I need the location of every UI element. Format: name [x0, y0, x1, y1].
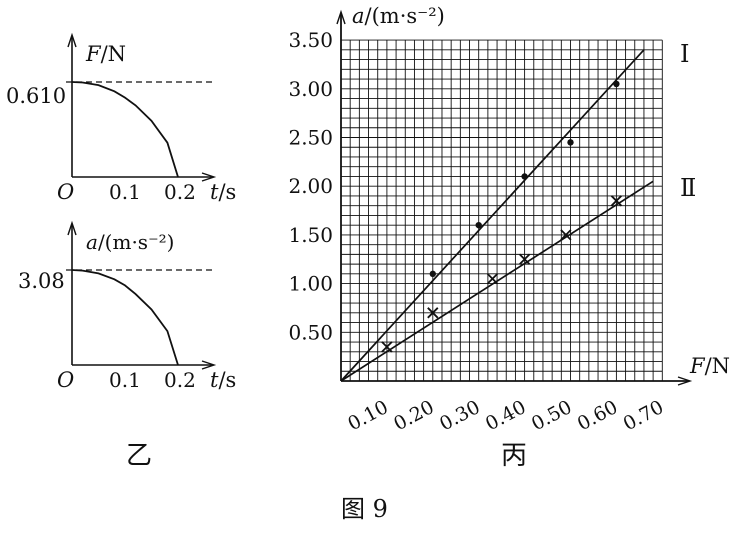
- yi-top-curve: [71, 81, 179, 178]
- fit-line-series-2: [340, 180, 654, 382]
- data-point-series-2: [381, 341, 393, 353]
- bing-y-arrow: [336, 9, 346, 25]
- y-tick-label: 1.00: [288, 272, 333, 296]
- data-point-series-2: [610, 195, 623, 207]
- bing-y-axis-label: a/(m·s⁻²): [352, 6, 445, 27]
- bing-y-symbol: a: [352, 4, 365, 28]
- yi-bottom-y-unit: /(m·s⁻²): [97, 230, 175, 254]
- data-point-series-1: [613, 80, 620, 88]
- data-point-series-1: [567, 139, 574, 146]
- yi-bottom-x-arrow: [201, 360, 217, 370]
- fit-line-series-1: [340, 49, 645, 382]
- panel-bing-label: 丙: [501, 441, 528, 471]
- x-tick-label: 0.60: [574, 396, 622, 435]
- data-point-series-2: [560, 229, 572, 241]
- yi-bottom-origin: O: [57, 368, 75, 392]
- x-tick-label: 0.40: [482, 396, 530, 435]
- yi-top-x-symbol: t: [210, 180, 219, 204]
- yi-top-x-arrow: [201, 172, 217, 182]
- yi-bottom-y-marker: 3.08: [18, 269, 65, 293]
- yi-top-x-unit: /s: [218, 180, 237, 204]
- yi-top-x-axis-label: t/s: [210, 182, 236, 203]
- x-tick-label: 0.20: [390, 396, 438, 435]
- panel-yi-label: 乙: [126, 441, 153, 471]
- yi-top-y-axis-label: F/N: [86, 44, 126, 65]
- yi-top-y-symbol: F: [86, 42, 101, 66]
- data-point-series-1: [475, 221, 482, 229]
- yi-bottom-y-axis-label: a/(m·s⁻²): [86, 232, 174, 252]
- data-point-series-2: [518, 253, 531, 265]
- x-marker-stroke: [486, 273, 499, 285]
- x-tick-label: 0.30: [436, 396, 484, 435]
- series-label-2: Ⅱ: [680, 174, 697, 202]
- x-tick-label: 0.70: [620, 396, 668, 435]
- yi-bottom-curve: [71, 269, 179, 366]
- yi-top-y-unit: /N: [100, 42, 127, 66]
- y-tick-label: 0.50: [288, 320, 333, 344]
- bing-y-unit: /(m·s⁻²): [364, 4, 445, 28]
- figure-caption: 图 9: [341, 495, 388, 523]
- y-tick-label: 2.50: [288, 126, 333, 150]
- data-point-series-1: [429, 270, 436, 278]
- yi-top-x-tick-1: 0.1: [109, 180, 141, 204]
- x-marker-stroke: [427, 307, 439, 319]
- bing-x-symbol: F: [690, 354, 705, 378]
- yi-bottom-x-tick-1: 0.1: [109, 368, 141, 392]
- yi-bottom-x-unit: /s: [218, 368, 237, 392]
- bing-x-axis-label: F/N: [690, 356, 730, 377]
- series-label-1: Ⅰ: [680, 40, 690, 68]
- x-marker-stroke: [610, 195, 623, 207]
- yi-top-y-arrow: [67, 32, 77, 48]
- yi-top-origin: O: [57, 180, 75, 204]
- yi-bottom-y-symbol: a: [86, 230, 98, 254]
- x-tick-label: 0.50: [528, 396, 576, 435]
- x-marker-stroke: [560, 229, 572, 241]
- yi-bottom-y-arrow: [67, 220, 77, 236]
- yi-bottom-x-tick-2: 0.2: [164, 368, 196, 392]
- x-marker-stroke: [381, 341, 393, 353]
- yi-top-x-tick-2: 0.2: [164, 180, 196, 204]
- grid: [341, 39, 663, 381]
- data-point-series-1: [521, 173, 528, 180]
- bing-x-arrow: [677, 376, 693, 386]
- yi-bottom-x-symbol: t: [210, 368, 219, 392]
- data-point-series-2: [486, 273, 499, 285]
- data-point-series-2: [427, 307, 439, 319]
- x-tick-label: 0.10: [344, 396, 392, 435]
- y-tick-label: 1.50: [288, 223, 333, 247]
- y-tick-label: 3.00: [288, 77, 333, 101]
- y-tick-label: 3.50: [288, 28, 333, 52]
- y-tick-label: 2.00: [288, 174, 333, 198]
- yi-top-y-marker: 0.610: [6, 84, 67, 108]
- x-marker-stroke: [518, 253, 531, 265]
- yi-bottom-x-axis-label: t/s: [210, 370, 236, 391]
- bing-x-unit: /N: [704, 354, 731, 378]
